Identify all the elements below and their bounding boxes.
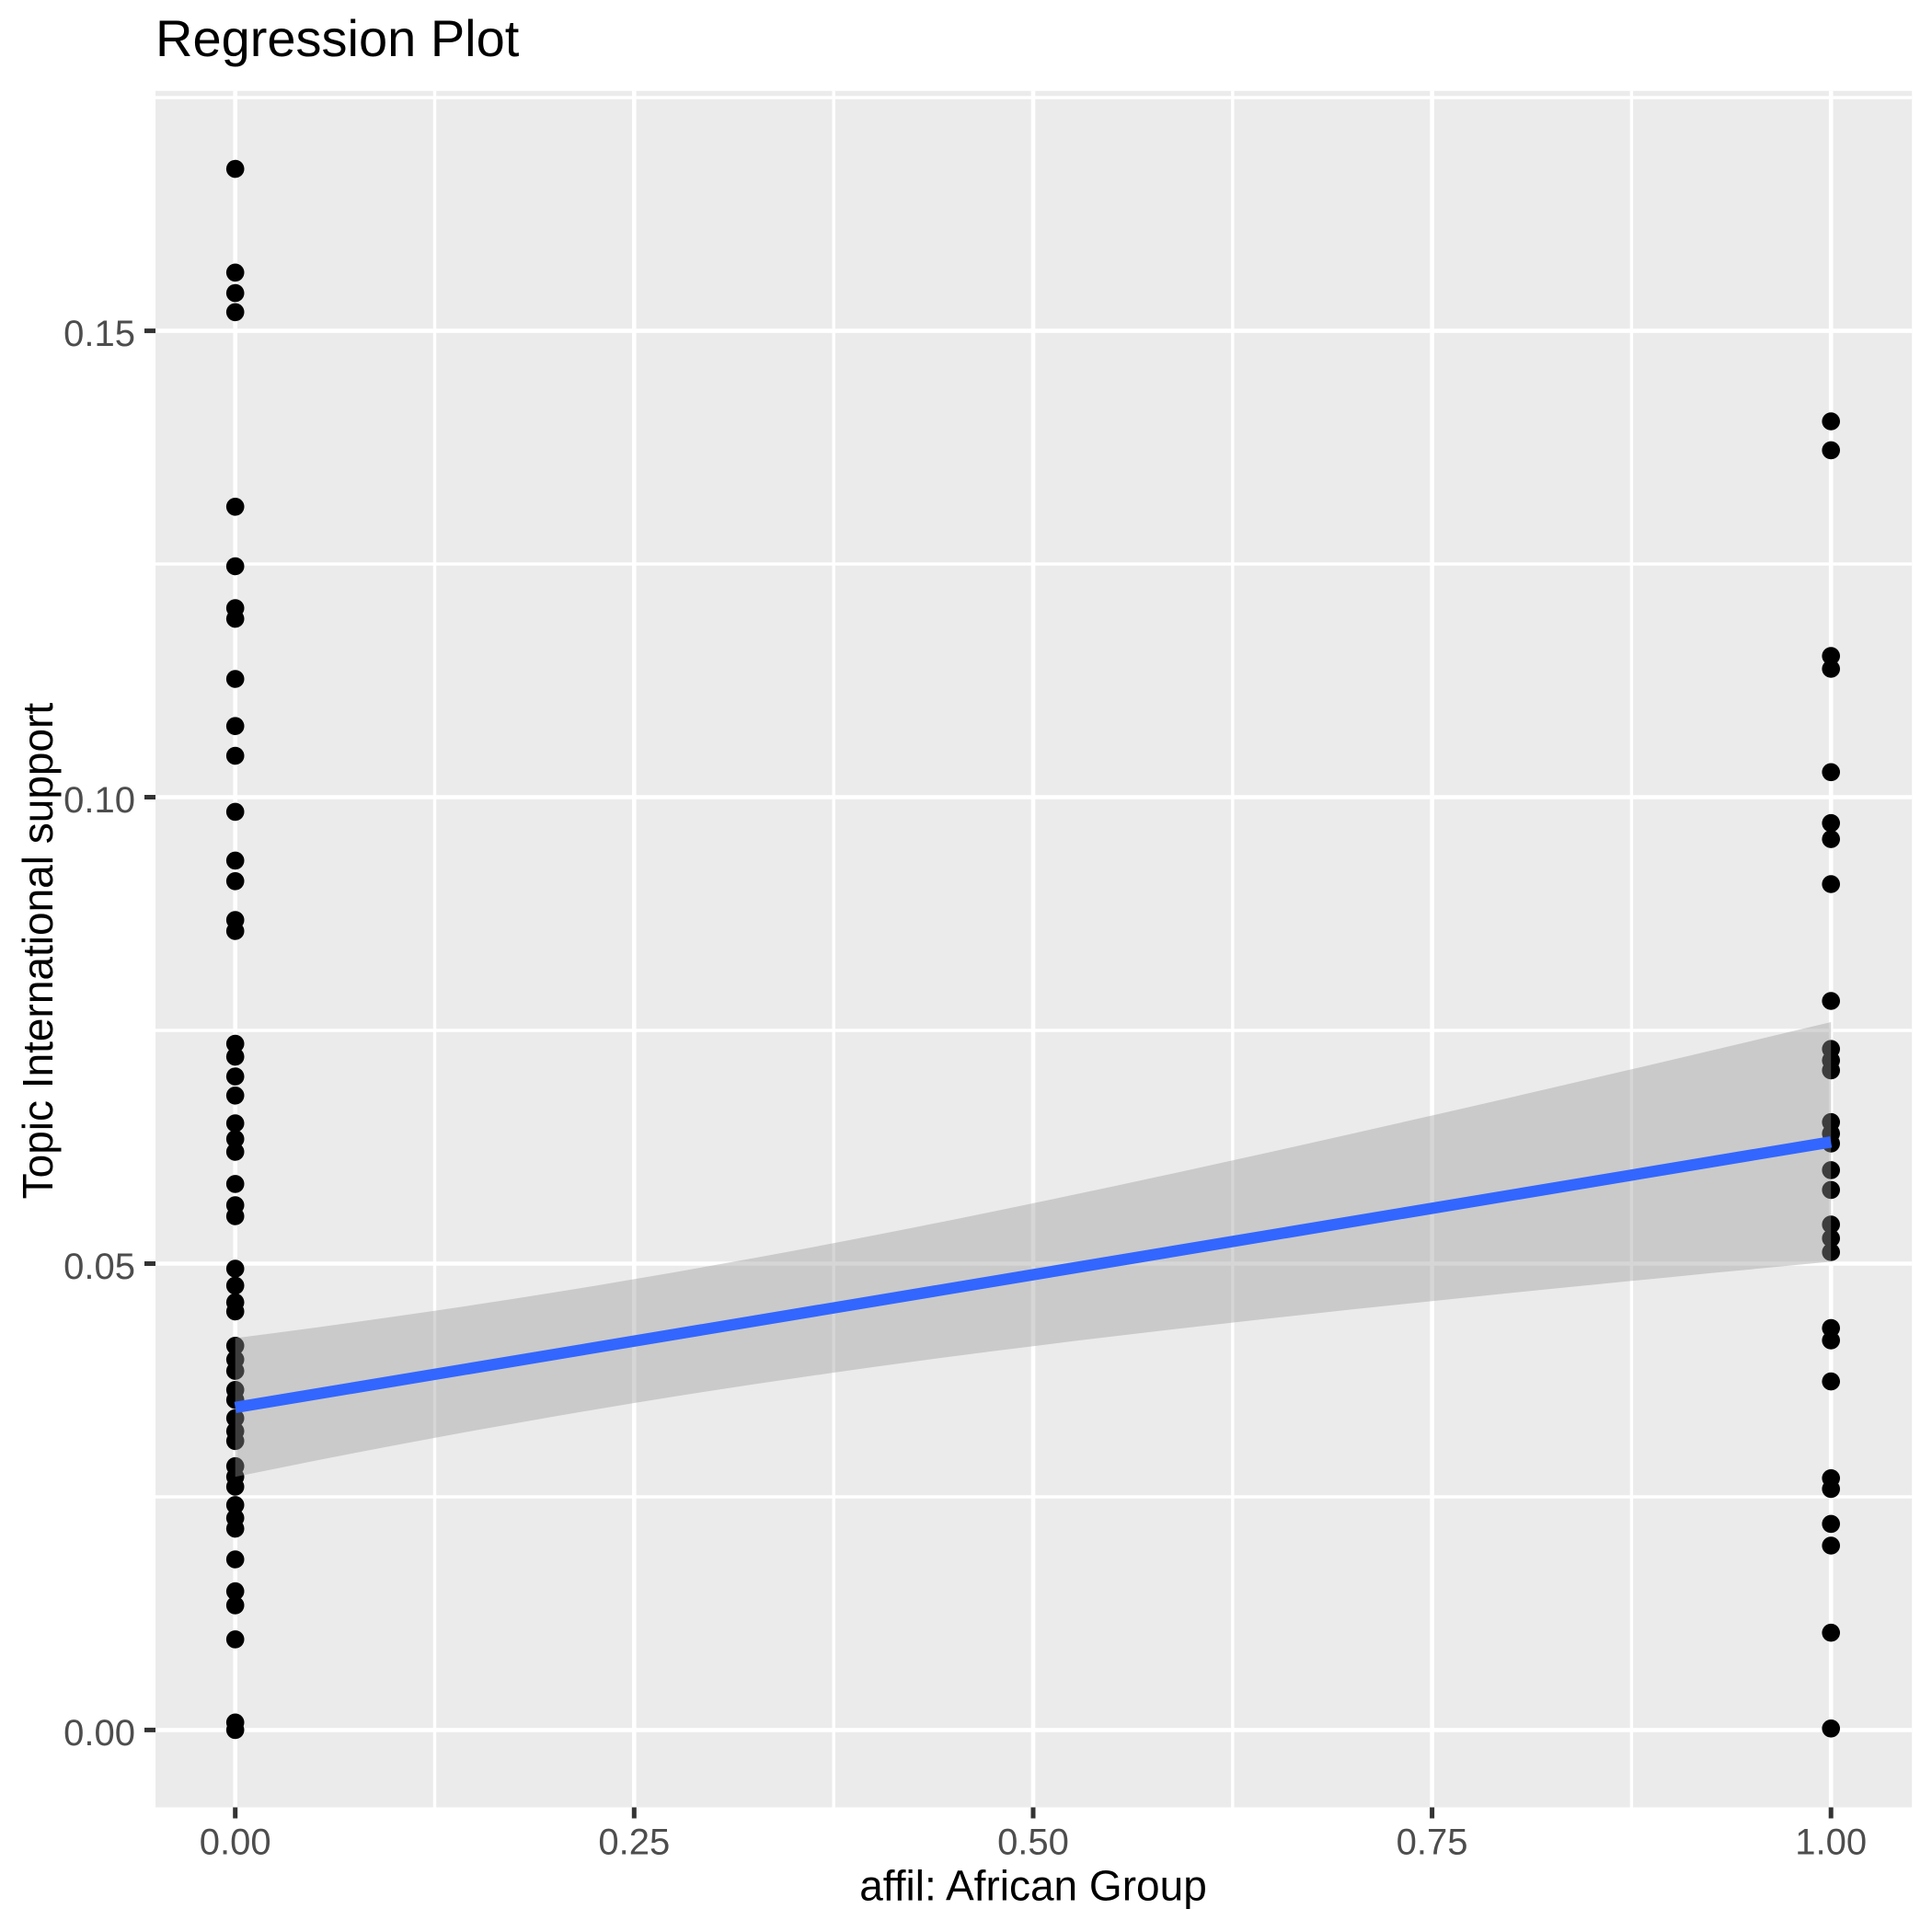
svg-text:1.00: 1.00 xyxy=(1795,1823,1867,1863)
svg-text:0.25: 0.25 xyxy=(598,1823,670,1863)
svg-text:0.75: 0.75 xyxy=(1397,1823,1468,1863)
svg-text:0.05: 0.05 xyxy=(63,1247,135,1287)
svg-text:Topic International support: Topic International support xyxy=(14,703,62,1200)
svg-text:affil: African Group: affil: African Group xyxy=(859,1862,1207,1910)
svg-text:0.15: 0.15 xyxy=(63,314,135,354)
svg-text:0.00: 0.00 xyxy=(200,1823,271,1863)
svg-text:0.50: 0.50 xyxy=(997,1823,1069,1863)
svg-text:0.00: 0.00 xyxy=(63,1713,135,1754)
svg-text:0.10: 0.10 xyxy=(63,780,135,821)
svg-text:Regression Plot: Regression Plot xyxy=(155,9,520,67)
